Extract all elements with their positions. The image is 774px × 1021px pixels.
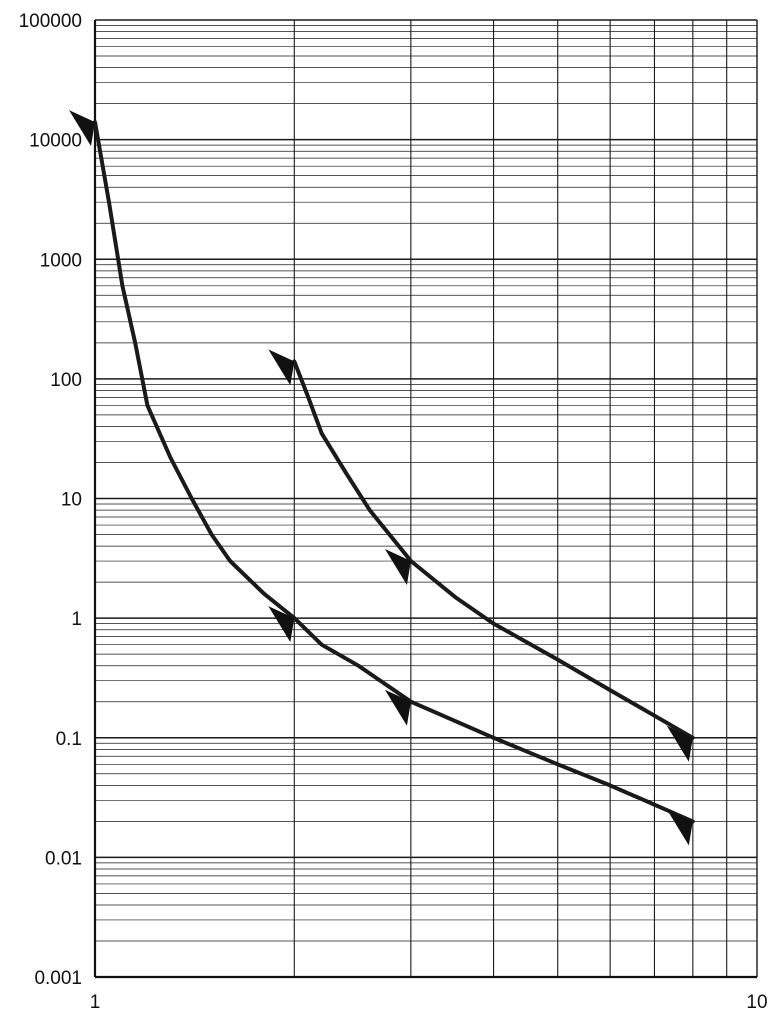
series-2-marker (666, 725, 693, 762)
series-layer (93, 120, 695, 824)
series-1-marker (384, 689, 411, 726)
grid (93, 19, 758, 979)
series-2-marker (384, 549, 411, 585)
y-tick-label: 0.01 (45, 848, 82, 869)
y-tick-label: 1 (71, 609, 82, 630)
tick-labels: 100000 10000 1000 100 10 1 0.1 0.01 0.001 1 10 (19, 11, 768, 1013)
y-tick-label: 100000 (19, 11, 82, 32)
x-tick-label: 1 (90, 992, 101, 1013)
series-line-1 (93, 120, 695, 824)
series-1-marker (666, 809, 693, 846)
x-tick-label: 10 (746, 992, 767, 1013)
y-tick-label: 0.1 (56, 729, 82, 750)
marker-layer (69, 110, 693, 846)
series-1-marker (268, 606, 295, 643)
y-tick-label: 0.001 (34, 968, 82, 989)
series-1-marker (69, 110, 95, 147)
y-tick-label: 10000 (29, 131, 82, 152)
y-tick-label: 1000 (40, 250, 82, 271)
y-tick-label: 100 (50, 370, 82, 391)
y-tick-label: 10 (61, 490, 82, 511)
series-2-marker (268, 349, 295, 386)
